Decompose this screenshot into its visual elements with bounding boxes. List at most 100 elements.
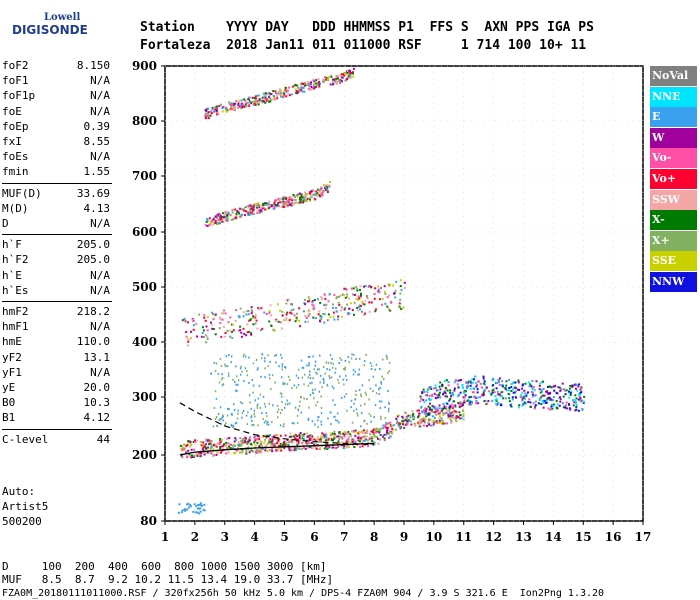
echo-point [460, 417, 463, 420]
echo-point [227, 447, 230, 449]
echo-point [291, 199, 294, 202]
echo-point [359, 295, 362, 298]
echo-point [582, 401, 585, 404]
echo-point [497, 379, 500, 382]
echo-point [303, 298, 306, 301]
echo-point [398, 302, 401, 305]
echo-point [265, 202, 268, 205]
echo-point [329, 434, 332, 437]
echo-point [398, 423, 401, 426]
echo-point [215, 108, 218, 111]
echo-point [341, 437, 344, 440]
echo-point [499, 395, 502, 398]
echo-point [254, 399, 256, 402]
echo-point [338, 381, 340, 384]
echo-point [456, 415, 459, 418]
echo-point [458, 411, 461, 414]
echo-point [326, 443, 328, 446]
echo-point [264, 449, 267, 452]
echo-point [273, 435, 276, 438]
echo-point [498, 393, 501, 396]
echo-point [337, 378, 339, 381]
echo-point [375, 392, 378, 395]
echo-point [575, 408, 578, 411]
echo-point [300, 434, 303, 437]
echo-point [502, 384, 504, 387]
echo-point [280, 90, 283, 93]
echo-point [228, 437, 231, 439]
echo-point [334, 436, 337, 439]
echo-point [377, 442, 380, 445]
echo-point [461, 402, 464, 405]
echo-point [474, 375, 477, 378]
echo-point [291, 201, 294, 204]
echo-point [252, 323, 255, 326]
echo-point [268, 442, 271, 444]
echo-point [269, 100, 272, 103]
echo-point [224, 211, 227, 214]
echo-point [443, 405, 446, 408]
param-value: N/A [90, 74, 110, 88]
echo-point [351, 440, 354, 443]
echo-point [296, 318, 298, 321]
echo-point [389, 435, 392, 438]
echo-point [244, 103, 247, 106]
echo-point [333, 294, 336, 296]
echo-point [300, 193, 303, 196]
echo-point [459, 403, 462, 405]
echo-point [259, 99, 262, 102]
echo-point [343, 444, 346, 447]
echo-point [508, 397, 511, 400]
echo-point [460, 378, 463, 381]
echo-point [337, 446, 340, 448]
echo-point [271, 435, 274, 438]
echo-point [205, 220, 208, 223]
echo-point [191, 456, 194, 458]
echo-point [443, 406, 446, 409]
echo-point [345, 441, 348, 444]
echo-point [510, 386, 513, 389]
echo-point [277, 449, 280, 452]
echo-point [188, 453, 191, 456]
echo-point [215, 416, 218, 418]
echo-point [457, 402, 460, 404]
echo-point [221, 110, 224, 113]
echo-point [294, 406, 297, 409]
echo-point [484, 389, 486, 392]
echo-point [368, 438, 371, 441]
echo-point [307, 376, 310, 379]
echo-point [344, 446, 346, 449]
echo-point [233, 105, 236, 108]
echo-point [270, 443, 273, 446]
echo-point [454, 406, 457, 408]
param-value: N/A [90, 268, 110, 282]
echo-point [446, 395, 449, 398]
echo-point [270, 325, 273, 327]
echo-point [217, 451, 220, 454]
echo-point [299, 192, 301, 195]
echo-point [380, 287, 382, 289]
param-label: hmE [2, 335, 22, 349]
legend-item: Vo+ [650, 169, 697, 189]
echo-point [343, 287, 346, 290]
param-row: hmE 110.0 [2, 334, 110, 349]
echo-point [300, 396, 302, 399]
echo-point [449, 389, 452, 392]
echo-point [206, 335, 209, 338]
echo-point [425, 415, 428, 418]
echo-point [252, 315, 255, 318]
echo-point [257, 424, 259, 427]
echo-point [314, 317, 317, 320]
echo-point [187, 338, 190, 341]
echo-point [295, 449, 298, 452]
echo-point [299, 83, 302, 86]
echo-point [356, 288, 359, 290]
echo-point [327, 361, 330, 364]
echo-point [232, 329, 235, 332]
echo-point [352, 75, 355, 78]
echo-point [289, 432, 292, 435]
echo-point [348, 69, 351, 72]
echo-point [265, 99, 268, 102]
echo-point [401, 417, 404, 420]
echo-point [359, 305, 362, 307]
